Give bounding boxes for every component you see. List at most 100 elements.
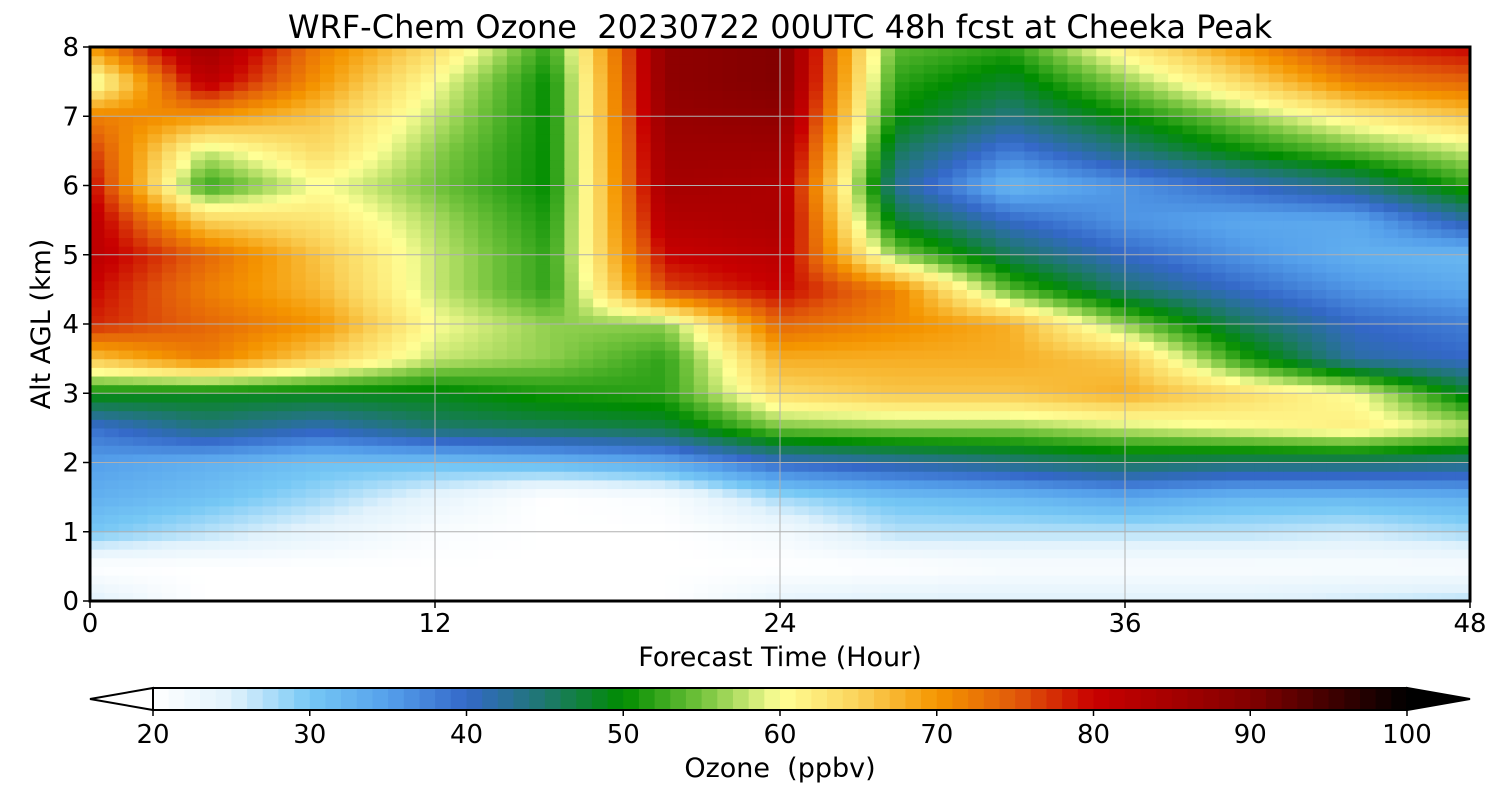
heatmap-cell — [233, 384, 249, 394]
heatmap-cell — [550, 557, 565, 567]
heatmap-cell — [1010, 246, 1025, 256]
heatmap-cell — [147, 583, 163, 593]
heatmap-cell — [1096, 575, 1112, 585]
heatmap-cell — [1053, 436, 1069, 446]
heatmap-cell — [578, 358, 594, 368]
heatmap-cell — [1211, 479, 1227, 490]
heatmap-cell — [147, 289, 163, 299]
heatmap-cell — [420, 592, 436, 601]
heatmap-cell — [463, 393, 479, 403]
heatmap-cell — [1426, 436, 1442, 446]
heatmap-cell — [794, 298, 810, 308]
heatmap-cell — [276, 194, 292, 204]
heatmap-cell — [1010, 557, 1025, 567]
heatmap-cell — [1153, 471, 1169, 481]
heatmap-cell — [1168, 159, 1184, 169]
heatmap-cell — [1398, 471, 1414, 481]
heatmap-cell — [708, 497, 724, 507]
heatmap-cell — [621, 427, 637, 438]
heatmap-cell — [1383, 315, 1399, 325]
heatmap-cell — [320, 176, 335, 187]
heatmap-cell — [938, 531, 954, 542]
heatmap-cell — [1426, 471, 1442, 481]
heatmap-cell — [851, 306, 867, 316]
heatmap-cell — [1283, 575, 1299, 585]
heatmap-cell — [981, 488, 997, 498]
heatmap-cell — [1412, 202, 1428, 213]
heatmap-cell — [506, 289, 522, 299]
heatmap-cell — [895, 150, 910, 161]
heatmap-cell — [1369, 549, 1385, 559]
heatmap-cell — [593, 575, 609, 585]
heatmap-cell — [808, 220, 824, 230]
heatmap-cell — [564, 514, 580, 524]
heatmap-cell — [722, 479, 738, 490]
heatmap-cell — [133, 211, 149, 221]
heatmap-cell — [966, 367, 982, 377]
heatmap-cell — [1110, 341, 1126, 351]
heatmap-cell — [1268, 427, 1284, 438]
heatmap-cell — [535, 341, 551, 351]
heatmap-cell — [1211, 427, 1227, 438]
heatmap-cell — [219, 445, 235, 455]
heatmap-cell — [823, 566, 839, 576]
heatmap-cell — [334, 211, 350, 221]
heatmap-cell — [1412, 471, 1428, 481]
heatmap-cell — [636, 298, 652, 308]
heatmap-cell — [219, 272, 235, 282]
heatmap-cell — [837, 306, 853, 316]
heatmap-cell — [1311, 150, 1327, 161]
heatmap-cell — [1110, 427, 1126, 438]
heatmap-cell — [1283, 324, 1299, 334]
heatmap-cell — [133, 497, 149, 507]
heatmap-cell — [147, 349, 163, 360]
heatmap-cell — [535, 289, 551, 299]
heatmap-cell — [708, 505, 724, 516]
heatmap-cell — [578, 280, 594, 290]
heatmap-cell — [1110, 471, 1126, 481]
heatmap-cell — [1182, 557, 1198, 567]
heatmap-cell — [435, 280, 450, 290]
heatmap-cell — [248, 194, 264, 204]
heatmap-cell — [1254, 194, 1270, 204]
heatmap-cell — [564, 384, 580, 394]
heatmap-cell — [1369, 401, 1385, 412]
heatmap-cell — [1283, 531, 1299, 542]
heatmap-cell — [650, 289, 666, 299]
heatmap-cell — [1211, 384, 1227, 394]
heatmap-cell — [564, 159, 580, 169]
heatmap-cell — [966, 185, 982, 195]
heatmap-cell — [751, 488, 767, 498]
heatmap-cell — [377, 185, 393, 195]
heatmap-cell — [578, 592, 594, 601]
heatmap-cell — [463, 263, 479, 273]
heatmap-cell — [521, 592, 537, 601]
heatmap-cell — [90, 453, 105, 464]
heatmap-cell — [1311, 523, 1327, 533]
heatmap-cell — [248, 531, 264, 542]
heatmap-cell — [938, 168, 954, 178]
heatmap-cell — [1340, 332, 1356, 342]
heatmap-cell — [1053, 419, 1069, 429]
heatmap-cell — [808, 349, 824, 360]
heatmap-cell — [995, 349, 1011, 360]
heatmap-cell — [837, 497, 853, 507]
heatmap-cell — [1125, 185, 1140, 195]
heatmap-cell — [1254, 445, 1270, 455]
heatmap-cell — [305, 159, 321, 169]
heatmap-cell — [895, 514, 910, 524]
heatmap-cell — [679, 531, 695, 542]
heatmap-cell — [1398, 246, 1414, 256]
heatmap-cell — [995, 358, 1011, 368]
heatmap-cell — [636, 220, 652, 230]
heatmap-cell — [765, 220, 781, 230]
heatmap-cell — [1383, 566, 1399, 576]
heatmap-cell — [952, 436, 968, 446]
heatmap-cell — [665, 168, 680, 178]
heatmap-cell — [650, 531, 666, 542]
heatmap-cell — [550, 375, 565, 386]
heatmap-cell — [636, 168, 652, 178]
heatmap-cell — [593, 246, 609, 256]
heatmap-cell — [578, 272, 594, 282]
heatmap-cell — [406, 185, 422, 195]
